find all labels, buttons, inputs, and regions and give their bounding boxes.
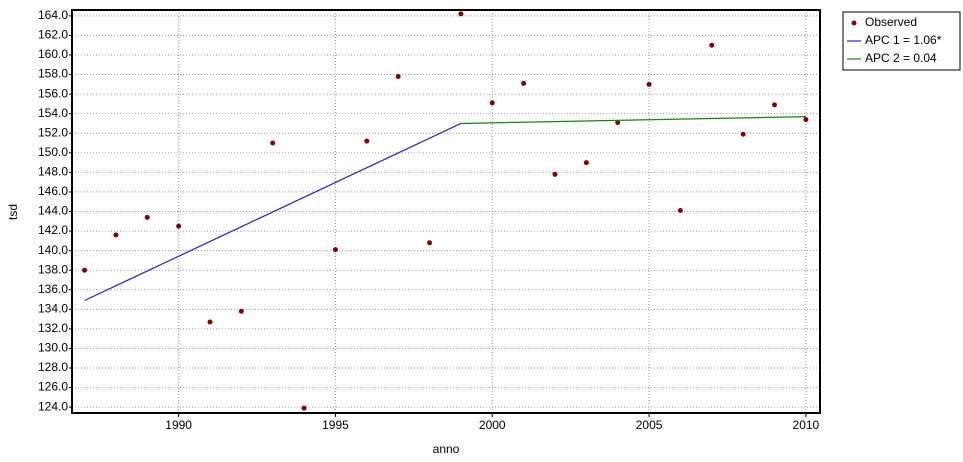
point xyxy=(772,102,778,108)
x-tick-label: 2010 xyxy=(793,418,820,432)
legend-marker xyxy=(851,20,857,26)
point xyxy=(238,308,244,314)
legend-box xyxy=(842,11,961,71)
y-tick-label: 124.0 xyxy=(38,399,68,413)
y-axis-label: tsd xyxy=(6,204,20,220)
y-tick-label: 126.0 xyxy=(38,380,68,394)
y-tick-label: 142.0 xyxy=(38,223,68,237)
legend-label: APC 2 = 0.04 xyxy=(865,51,937,65)
plot-frame xyxy=(71,9,821,414)
legend-label: Observed xyxy=(865,15,917,29)
y-tick-label: 160.0 xyxy=(38,47,68,61)
y-tick-label: 138.0 xyxy=(38,262,68,276)
y-tick-label: 134.0 xyxy=(38,301,68,315)
y-tick-label: 130.0 xyxy=(38,341,68,355)
point xyxy=(427,240,433,246)
y-tick-label: 162.0 xyxy=(38,28,68,42)
y-tick-label: 146.0 xyxy=(38,184,68,198)
point xyxy=(364,138,370,144)
y-tick-label: 144.0 xyxy=(38,204,68,218)
y-tick-label: 140.0 xyxy=(38,243,68,257)
x-tick-label: 2000 xyxy=(479,418,506,432)
point xyxy=(615,119,621,125)
point xyxy=(458,11,464,17)
y-tick-label: 154.0 xyxy=(38,106,68,120)
y-tick-label: 164.0 xyxy=(38,8,68,22)
x-tick-label: 1995 xyxy=(322,418,349,432)
point xyxy=(740,131,746,137)
point xyxy=(709,42,715,48)
point xyxy=(332,247,338,253)
point xyxy=(176,223,182,229)
x-tick-label: 2005 xyxy=(636,418,663,432)
y-tick-label: 128.0 xyxy=(38,360,68,374)
y-tick-label: 150.0 xyxy=(38,145,68,159)
y-tick-label: 136.0 xyxy=(38,282,68,296)
line xyxy=(460,116,806,125)
point xyxy=(82,267,88,273)
legend-label: APC 1 = 1.06* xyxy=(865,33,942,47)
x-tick-label: 1990 xyxy=(165,418,192,432)
y-tick-label: 148.0 xyxy=(38,165,68,179)
y-tick-label: 156.0 xyxy=(38,86,68,100)
point xyxy=(552,171,558,177)
point xyxy=(646,81,652,87)
point xyxy=(144,214,150,220)
line xyxy=(84,122,462,302)
y-tick-label: 152.0 xyxy=(38,125,68,139)
point xyxy=(270,140,276,146)
point xyxy=(803,117,809,123)
point xyxy=(677,208,683,214)
point xyxy=(113,232,119,238)
point xyxy=(521,80,527,86)
point xyxy=(207,319,213,325)
point xyxy=(583,160,589,166)
y-tick-label: 132.0 xyxy=(38,321,68,335)
x-axis-label: anno xyxy=(433,442,460,456)
point xyxy=(301,405,307,411)
point xyxy=(395,74,401,80)
y-tick-label: 158.0 xyxy=(38,67,68,81)
point xyxy=(489,100,495,106)
